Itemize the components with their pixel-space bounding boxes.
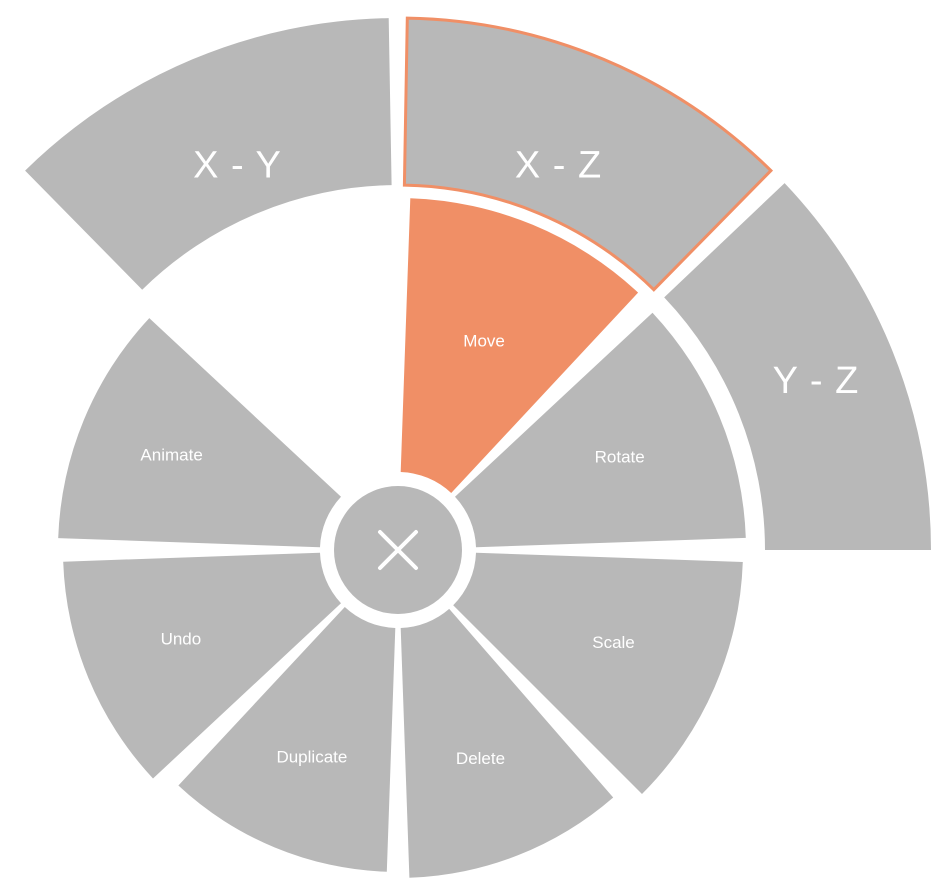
wedge-animate-shape	[58, 318, 341, 548]
wedge-scale-shape	[453, 552, 743, 794]
close-icon	[378, 530, 418, 570]
wedge-delete-shape	[400, 608, 614, 878]
wedge-undo-shape	[63, 552, 341, 779]
inner-ring: Move Rotate Scale Delete Duplicate Undo …	[58, 198, 746, 878]
outer-wedge-x-z-shape	[402, 16, 774, 292]
outer-wedge-x-y[interactable]: X - Y	[25, 18, 392, 290]
close-button[interactable]	[334, 486, 462, 614]
outer-wedge-y-z-shape	[664, 183, 931, 550]
wedge-animate[interactable]: Animate	[58, 318, 341, 548]
wedge-rotate-shape	[455, 312, 746, 548]
wedge-duplicate-shape	[178, 607, 396, 872]
wedge-move-shape	[400, 198, 639, 493]
outer-wedge-x-y-shape	[25, 18, 392, 290]
